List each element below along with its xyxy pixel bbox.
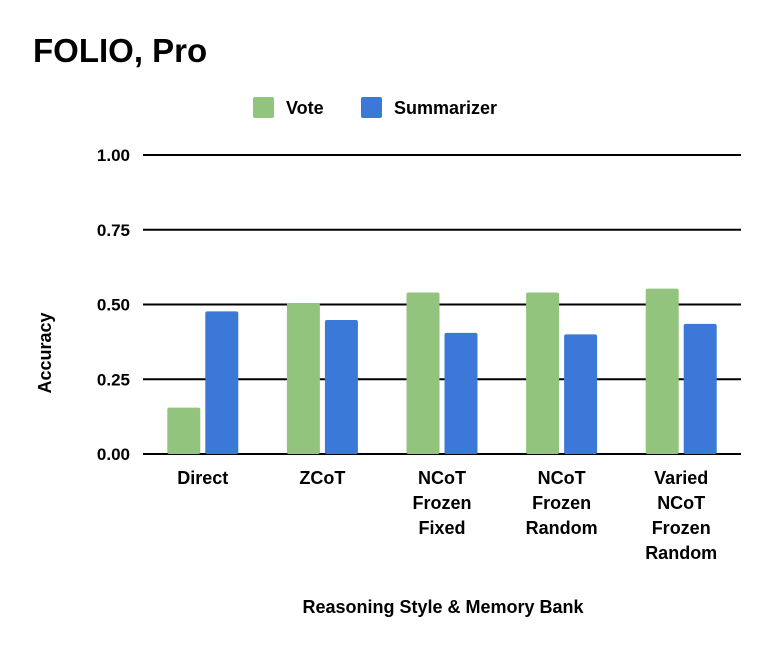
y-tick-label: 0.75 (97, 221, 130, 240)
y-axis-ticks: 1.00 0.75 0.50 0.25 0.00 (97, 146, 130, 464)
y-axis-title: Accuracy (35, 312, 55, 393)
bar-vote-4 (645, 288, 679, 454)
y-tick-label: 0.00 (97, 445, 130, 464)
legend-label-summarizer: Summarizer (394, 98, 497, 118)
gridlines (143, 154, 741, 455)
bar-vote-0 (167, 407, 201, 454)
x-category-label: Frozen (652, 518, 711, 538)
x-axis-labels: Direct ZCoT NCoT Frozen Fixed NCoT Frozen Rando… (177, 468, 717, 563)
y-tick-label: 0.50 (97, 296, 130, 315)
x-category-label: Varied (654, 468, 708, 488)
x-category-label: Direct (177, 468, 228, 488)
bar-summarizer-0 (205, 311, 239, 454)
legend: Vote Summarizer (253, 97, 497, 118)
bar-summarizer-3 (564, 334, 598, 454)
y-tick-label: 1.00 (97, 146, 130, 165)
x-category-label: NCoT (657, 493, 705, 513)
chart-title: FOLIO, Pro (33, 32, 208, 69)
legend-swatch-vote (253, 97, 274, 118)
y-tick-label: 0.25 (97, 370, 130, 389)
x-category-label: Random (526, 518, 598, 538)
x-category-label: NCoT (418, 468, 466, 488)
bar-vote-3 (526, 292, 560, 454)
x-category-label: NCoT (538, 468, 586, 488)
bar-summarizer-1 (324, 320, 358, 454)
bar-vote-1 (286, 303, 320, 454)
legend-swatch-summarizer (361, 97, 382, 118)
legend-label-vote: Vote (286, 98, 324, 118)
bar-vote-2 (406, 292, 440, 454)
x-category-label: Frozen (532, 493, 591, 513)
x-category-label: Fixed (418, 518, 465, 538)
x-category-label: ZCoT (299, 468, 345, 488)
bar-summarizer-4 (683, 323, 717, 454)
bar-summarizer-2 (444, 332, 478, 454)
x-category-label: Random (645, 543, 717, 563)
x-axis-title: Reasoning Style & Memory Bank (302, 597, 584, 617)
bars (167, 288, 717, 454)
x-category-label: Frozen (412, 493, 471, 513)
